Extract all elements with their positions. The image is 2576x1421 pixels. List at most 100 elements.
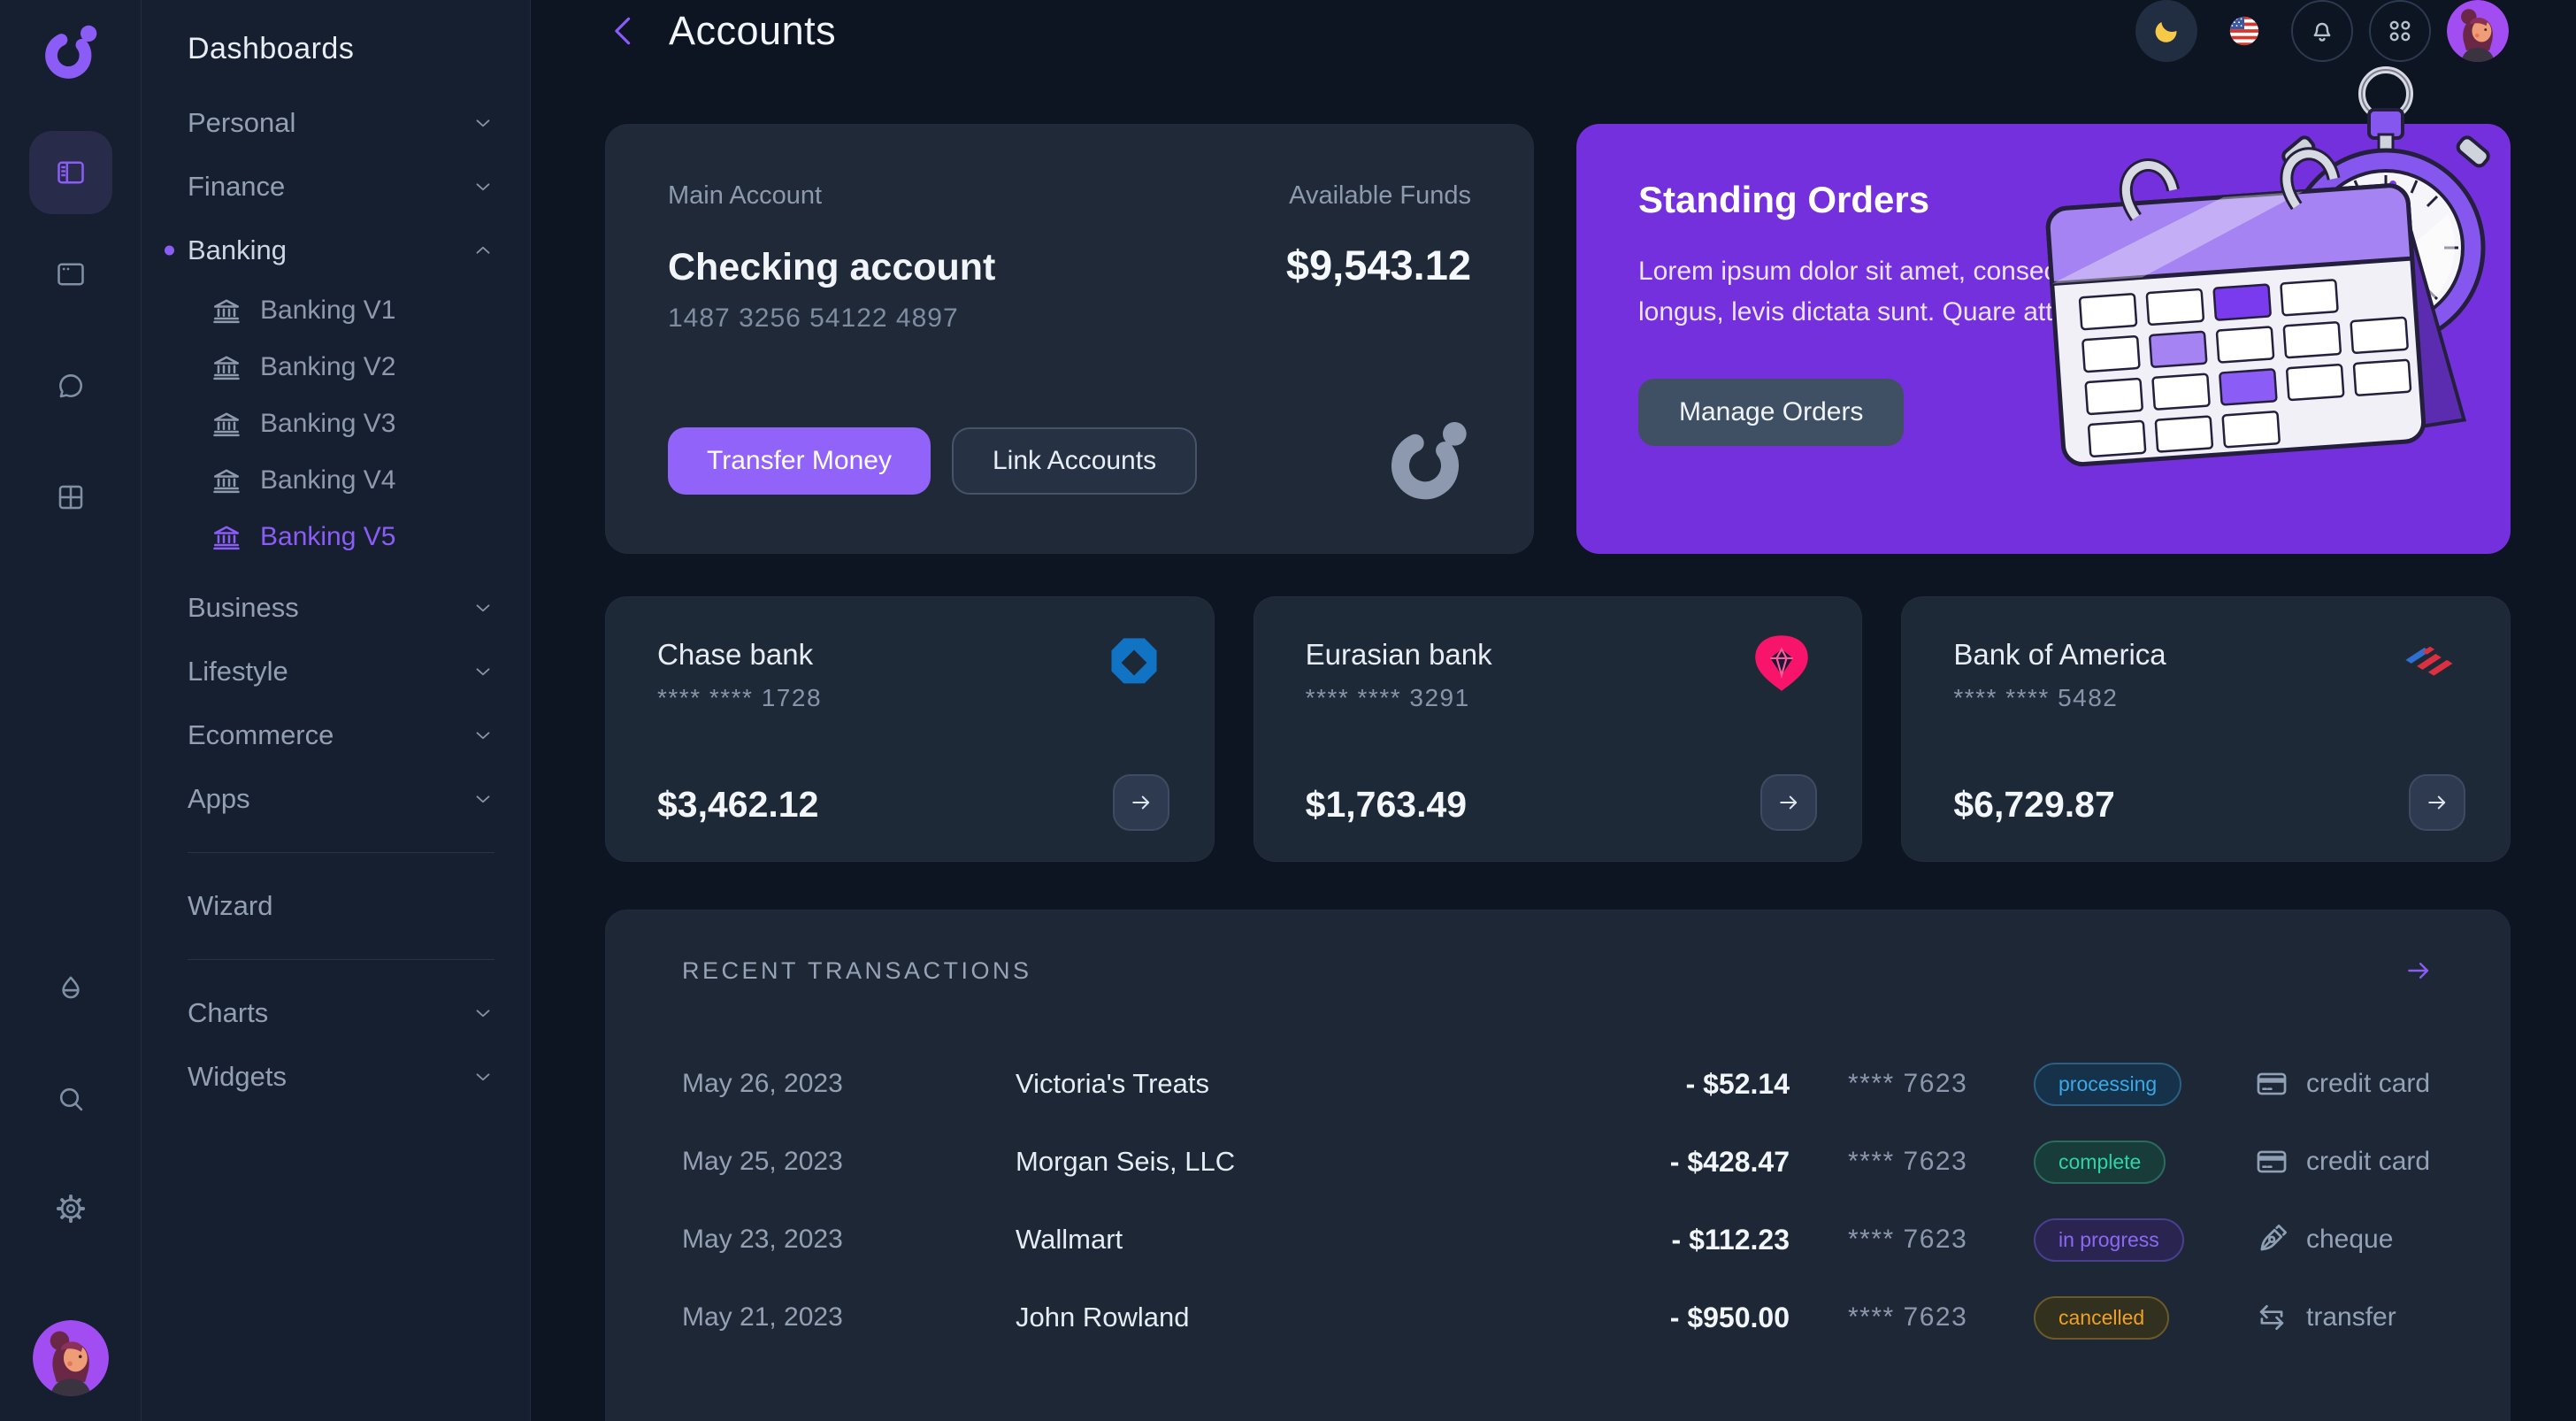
rail-item-apps[interactable] xyxy=(42,246,99,303)
banking-submenu: Banking V1 Banking V2 Banking V3 Banking… xyxy=(188,282,494,565)
chevron-down-icon xyxy=(472,787,494,810)
sidebar-item-label: Banking V3 xyxy=(260,409,396,438)
bank-name: Eurasian bank xyxy=(1305,638,1492,671)
us-flag-icon xyxy=(2229,16,2259,46)
standing-orders-card: Standing Orders Lorem ipsum dolor sit am… xyxy=(1576,66,2511,554)
app-logo-icon[interactable] xyxy=(42,23,100,81)
bank-card-chase[interactable]: Chase bank **** **** 1728 $3,462.12 xyxy=(605,596,1215,862)
open-account-button[interactable] xyxy=(1760,774,1818,831)
transaction-date: May 25, 2023 xyxy=(682,1147,843,1176)
apps-menu-button[interactable] xyxy=(2369,0,2431,62)
main-account-label: Main Account xyxy=(668,181,823,210)
transaction-payee: Morgan Seis, LLC xyxy=(1016,1146,1236,1177)
back-button[interactable] xyxy=(605,10,648,52)
manage-orders-button[interactable]: Manage Orders xyxy=(1638,379,1905,446)
notifications-button[interactable] xyxy=(2291,0,2353,62)
sidebar-item-business[interactable]: Business xyxy=(188,576,494,640)
sidebar-item-label: Charts xyxy=(188,997,269,1028)
sidebar-item-charts[interactable]: Charts xyxy=(188,981,494,1045)
bank-icon xyxy=(213,526,240,550)
sidebar-item-finance[interactable]: Finance xyxy=(188,155,494,219)
arrow-right-icon xyxy=(1780,795,1798,810)
rail-item-search[interactable] xyxy=(42,1071,99,1127)
bank-card-eurasian[interactable]: Eurasian bank **** **** 3291 $1,763.49 xyxy=(1253,596,1863,862)
sidebar-item-label: Banking V5 xyxy=(260,522,396,551)
page-title: Accounts xyxy=(669,8,837,53)
cheque-icon xyxy=(2260,1224,2288,1251)
sidebar-item-label: Banking V1 xyxy=(260,296,396,325)
sidebar-item-ecommerce[interactable]: Ecommerce xyxy=(188,703,494,767)
chevron-down-icon xyxy=(472,1065,494,1088)
sidebar-item-personal[interactable]: Personal xyxy=(188,91,494,155)
transaction-row[interactable]: May 26, 2023 Victoria's Treats - $52.14 … xyxy=(682,1045,2434,1123)
sidebar-item-apps[interactable]: Apps xyxy=(188,767,494,831)
rail-item-theme[interactable] xyxy=(42,961,99,1018)
transaction-row[interactable]: May 23, 2023 Wallmart - $112.23 **** 762… xyxy=(682,1201,2434,1279)
transaction-row[interactable]: May 21, 2023 John Rowland - $950.00 ****… xyxy=(682,1279,2434,1356)
sidebar-item-banking-v5[interactable]: Banking V5 xyxy=(188,509,494,565)
sidebar-item-label: Lifestyle xyxy=(188,656,288,687)
rail-item-settings[interactable] xyxy=(42,1180,99,1237)
droplet-icon xyxy=(61,976,80,999)
arrow-right-icon xyxy=(2428,795,2446,810)
bank-card-number: **** **** 3291 xyxy=(1305,684,1470,711)
transaction-payee: John Rowland xyxy=(1016,1302,1190,1333)
open-account-button[interactable] xyxy=(1112,774,1169,831)
sidebar-item-label: Ecommerce xyxy=(188,719,334,750)
sidebar-item-banking-v4[interactable]: Banking V4 xyxy=(188,452,494,509)
open-account-button[interactable] xyxy=(2409,774,2466,831)
sidebar-item-widgets[interactable]: Widgets xyxy=(188,1045,494,1109)
recent-transactions-card: RECENT TRANSACTIONS May 26, 2023 Victori… xyxy=(605,910,2511,1421)
sidebar-divider xyxy=(188,852,494,853)
transaction-row[interactable]: May 25, 2023 Morgan Seis, LLC - $428.47 … xyxy=(682,1123,2434,1201)
chevron-down-icon xyxy=(472,1002,494,1025)
sidebar-item-wizard[interactable]: Wizard xyxy=(188,874,494,938)
user-avatar[interactable] xyxy=(2447,0,2509,62)
available-funds-label: Available Funds xyxy=(1289,181,1471,210)
rail-item-widgets[interactable] xyxy=(42,469,99,526)
sidebar-item-lifestyle[interactable]: Lifestyle xyxy=(188,640,494,703)
chevron-down-icon xyxy=(472,175,494,198)
gear-icon xyxy=(56,1194,85,1224)
chevron-up-icon xyxy=(472,239,494,262)
bank-name: Chase bank xyxy=(657,638,814,671)
transaction-date: May 21, 2023 xyxy=(682,1302,843,1332)
transaction-card-number: **** 7623 xyxy=(1848,1069,1968,1098)
chevron-down-icon xyxy=(472,111,494,134)
account-number: 1487 3256 54122 4897 xyxy=(668,303,959,333)
sidebar-item-label: Banking xyxy=(188,234,288,265)
arrow-right-icon xyxy=(2408,963,2429,979)
back-icon xyxy=(615,17,631,45)
bank-name: Bank of America xyxy=(1953,638,2166,671)
apps-grid-icon xyxy=(2389,20,2411,42)
transaction-type: credit card xyxy=(2306,1069,2431,1098)
sidebar-item-banking-v3[interactable]: Banking V3 xyxy=(188,396,494,452)
status-badge: processing xyxy=(2034,1062,2182,1106)
transaction-amount: - $52.14 xyxy=(1685,1067,1790,1100)
sidebar-title: Dashboards xyxy=(188,32,355,65)
bank-balance: $1,763.49 xyxy=(1305,784,1468,825)
view-all-transactions-button[interactable] xyxy=(2404,956,2434,986)
language-button[interactable] xyxy=(2213,0,2275,62)
eurasian-logo-icon xyxy=(1752,633,1812,693)
sidebar-item-banking-v2[interactable]: Banking V2 xyxy=(188,339,494,396)
standing-orders-description: Lorem ipsum dolor sit amet, consectetur … xyxy=(1638,257,2316,326)
transaction-date: May 26, 2023 xyxy=(682,1069,843,1098)
grid-icon xyxy=(58,485,82,510)
link-accounts-button[interactable]: Link Accounts xyxy=(951,427,1198,495)
status-badge: cancelled xyxy=(2034,1295,2170,1340)
sidebar-item-banking-v1[interactable]: Banking V1 xyxy=(188,282,494,339)
rail-item-chat[interactable] xyxy=(42,357,99,414)
transfer-money-button[interactable]: Transfer Money xyxy=(668,427,931,495)
bank-card-bank-of-america[interactable]: Bank of America **** **** 5482 $6,729.87 xyxy=(1901,596,2511,862)
sidebar-item-label: Apps xyxy=(188,783,250,814)
status-badge: in progress xyxy=(2034,1217,2184,1262)
transaction-payee: Victoria's Treats xyxy=(1016,1068,1209,1099)
transaction-type: cheque xyxy=(2306,1225,2394,1254)
sidebar-item-banking[interactable]: Banking xyxy=(188,219,494,282)
transaction-date: May 23, 2023 xyxy=(682,1225,843,1254)
bell-icon xyxy=(2313,22,2331,42)
rail-item-dashboards[interactable] xyxy=(28,131,112,214)
user-avatar[interactable] xyxy=(32,1320,109,1396)
theme-toggle-button[interactable] xyxy=(2135,0,2197,62)
